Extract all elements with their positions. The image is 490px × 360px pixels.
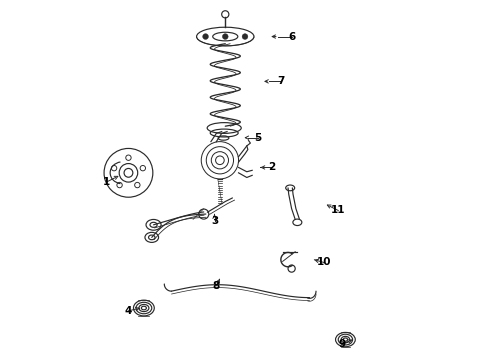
Circle shape (203, 34, 208, 40)
Text: 2: 2 (268, 162, 275, 172)
Text: 3: 3 (211, 216, 218, 226)
Circle shape (222, 34, 228, 40)
Text: 10: 10 (317, 257, 331, 267)
Text: 4: 4 (125, 306, 132, 316)
Text: 5: 5 (254, 133, 261, 143)
Text: 6: 6 (288, 32, 295, 41)
Text: 11: 11 (331, 206, 345, 216)
Text: 8: 8 (213, 281, 220, 291)
Text: 7: 7 (277, 76, 285, 86)
Text: 9: 9 (338, 339, 345, 349)
Text: 1: 1 (103, 177, 111, 187)
Circle shape (242, 34, 248, 40)
